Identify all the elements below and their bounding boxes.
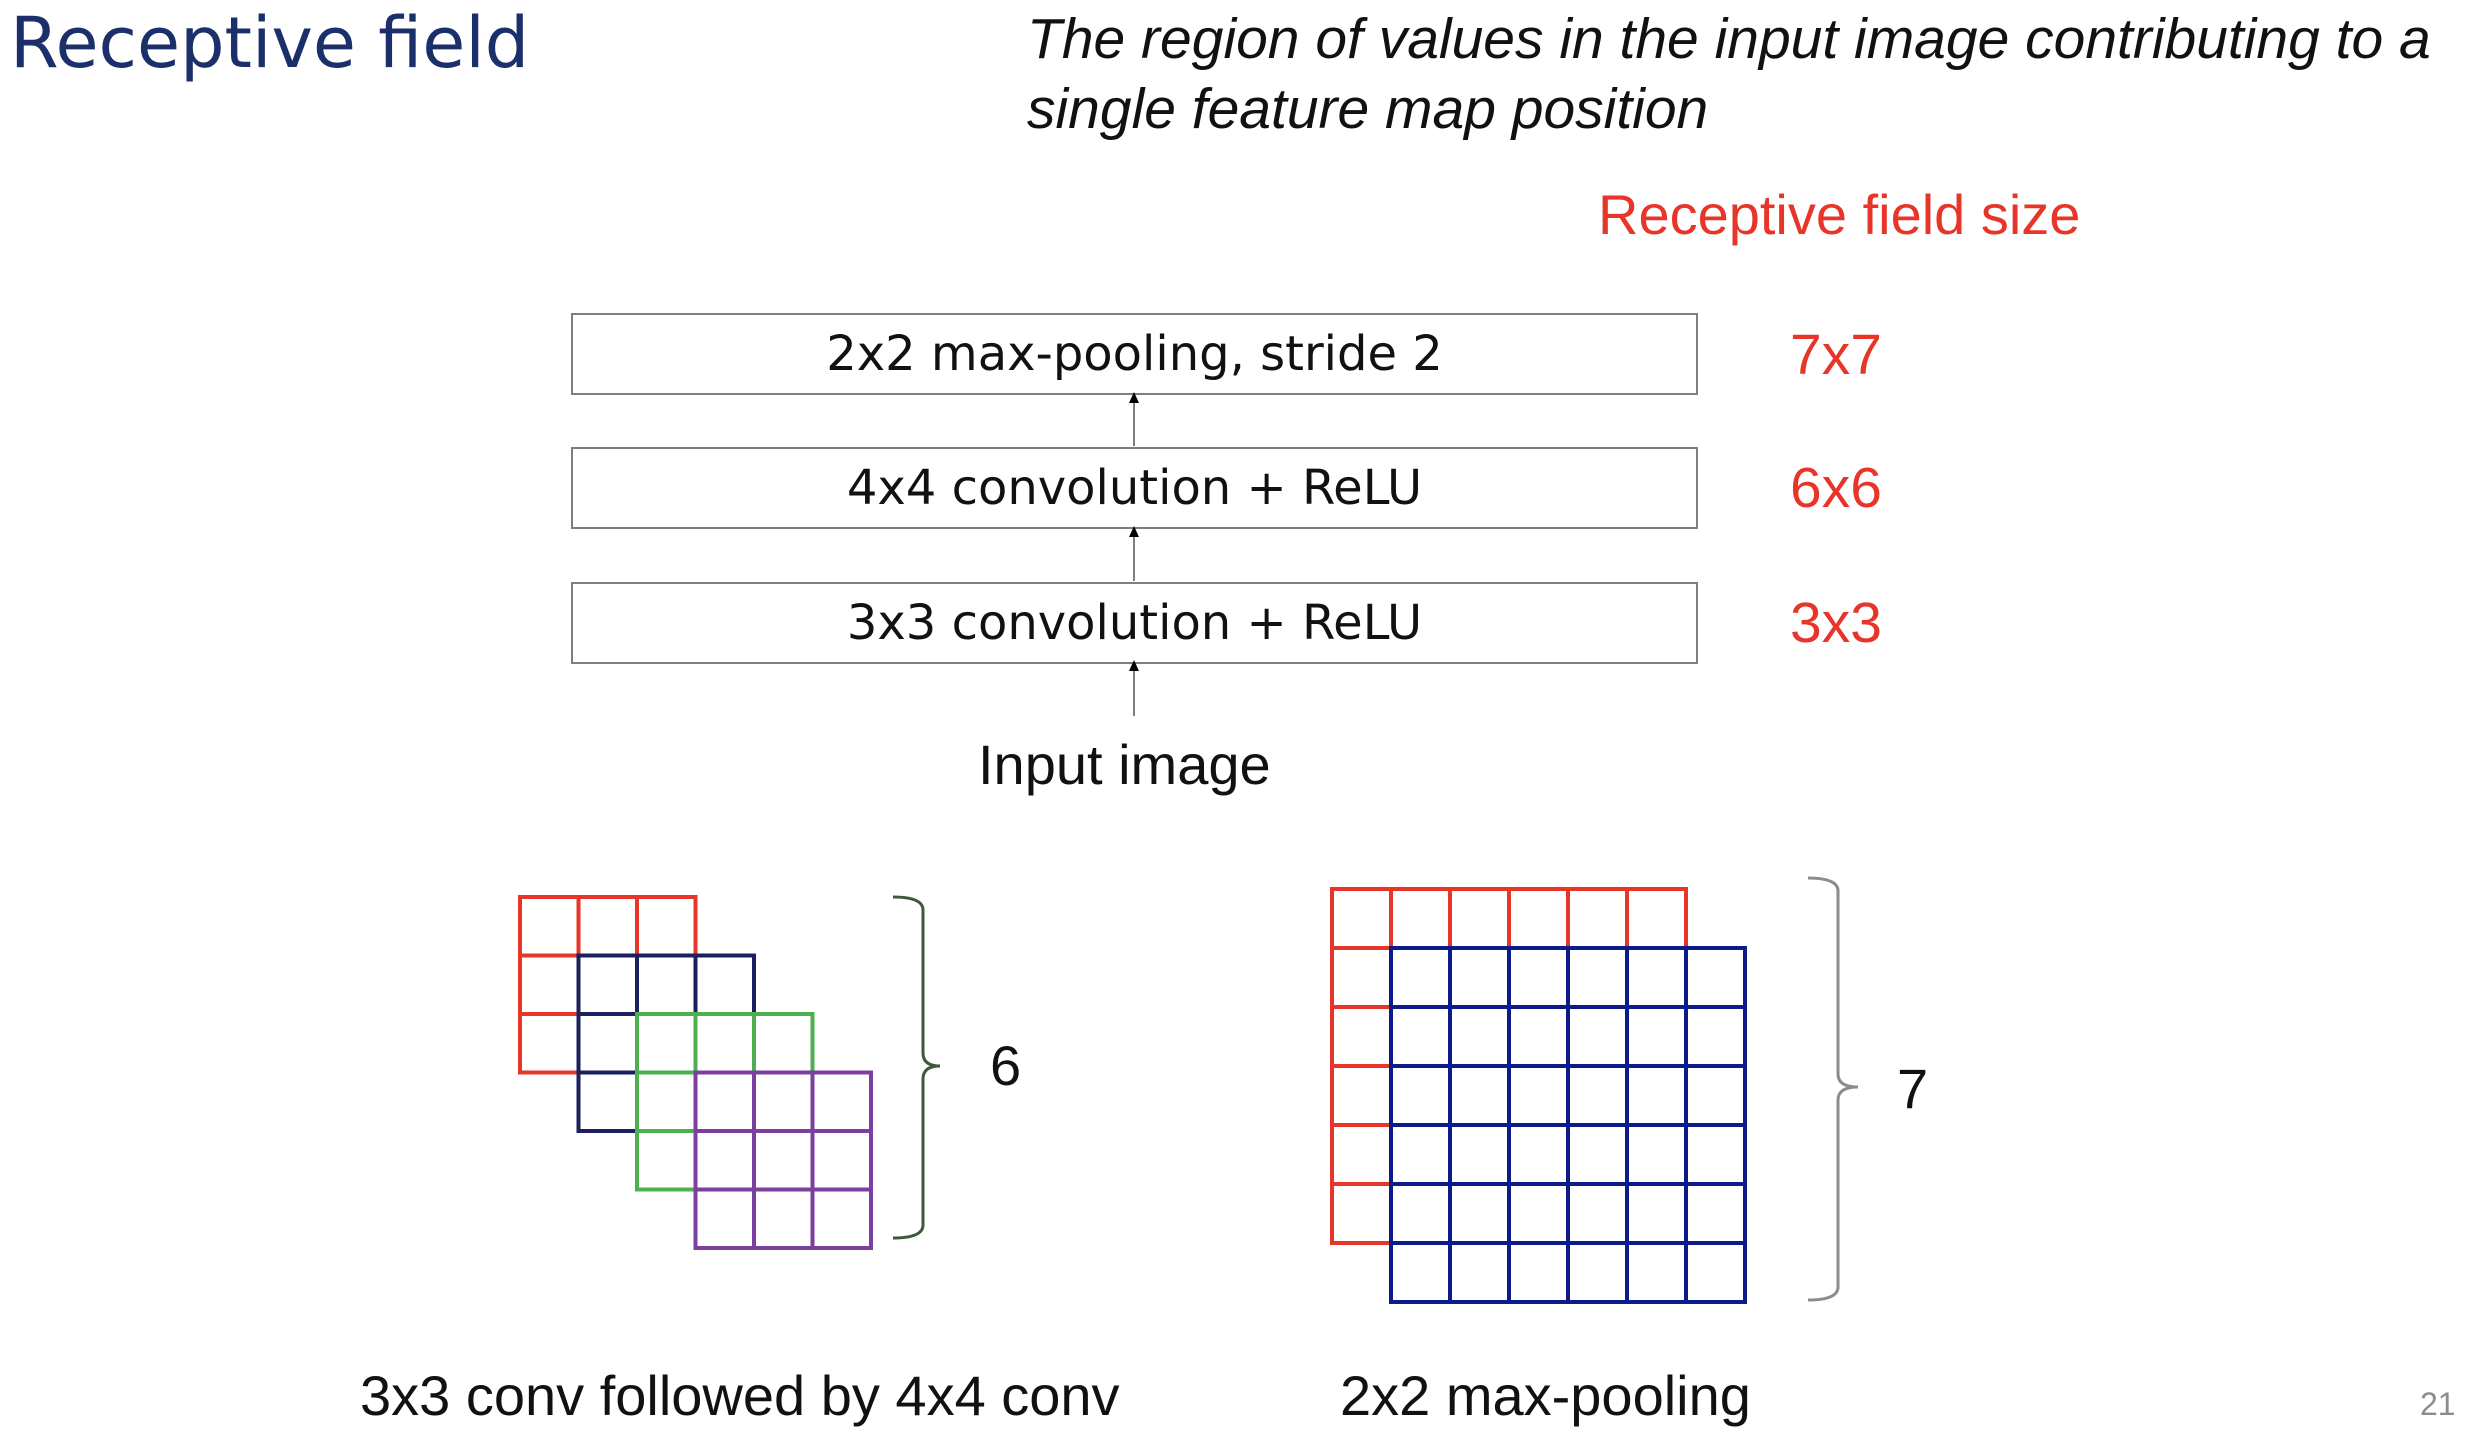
receptive-field-value-3x3-conv: 3x3 — [1790, 591, 1882, 655]
slide-subtitle: The region of values in the input image … — [1027, 7, 2431, 141]
pool-bracket-label: 7 — [1897, 1057, 1928, 1120]
input-image-label: Input image — [978, 733, 1271, 796]
pool-caption: 2x2 max-pooling — [1340, 1364, 1751, 1427]
page-number: 21 — [2420, 1386, 2456, 1422]
conv-size-bracket — [892, 895, 941, 1240]
layer-box-max-pooling: 2x2 max-pooling, stride 2 — [571, 313, 1698, 395]
receptive-field-value-4x4-conv: 6x6 — [1790, 456, 1882, 520]
conv-receptive-field-grids — [518, 895, 873, 1250]
conv-caption: 3x3 conv followed by 4x4 conv — [360, 1364, 1120, 1427]
conv-grid-4 — [693, 1070, 873, 1250]
receptive-field-value-pooling: 7x7 — [1790, 323, 1882, 387]
slide-title: Receptive field — [10, 2, 530, 84]
pool-size-bracket — [1807, 876, 1859, 1302]
conv-bracket-label: 6 — [990, 1034, 1021, 1097]
receptive-field-header: Receptive field size — [1598, 183, 2081, 246]
pool-grid-2 — [1389, 946, 1747, 1304]
layer-box-4x4-conv: 4x4 convolution + ReLU — [571, 447, 1698, 529]
conv-grid-2 — [576, 953, 756, 1133]
pool-receptive-field-grids — [1330, 887, 1747, 1304]
conv-grid-3 — [635, 1012, 815, 1192]
conv-grid-1 — [518, 895, 698, 1075]
